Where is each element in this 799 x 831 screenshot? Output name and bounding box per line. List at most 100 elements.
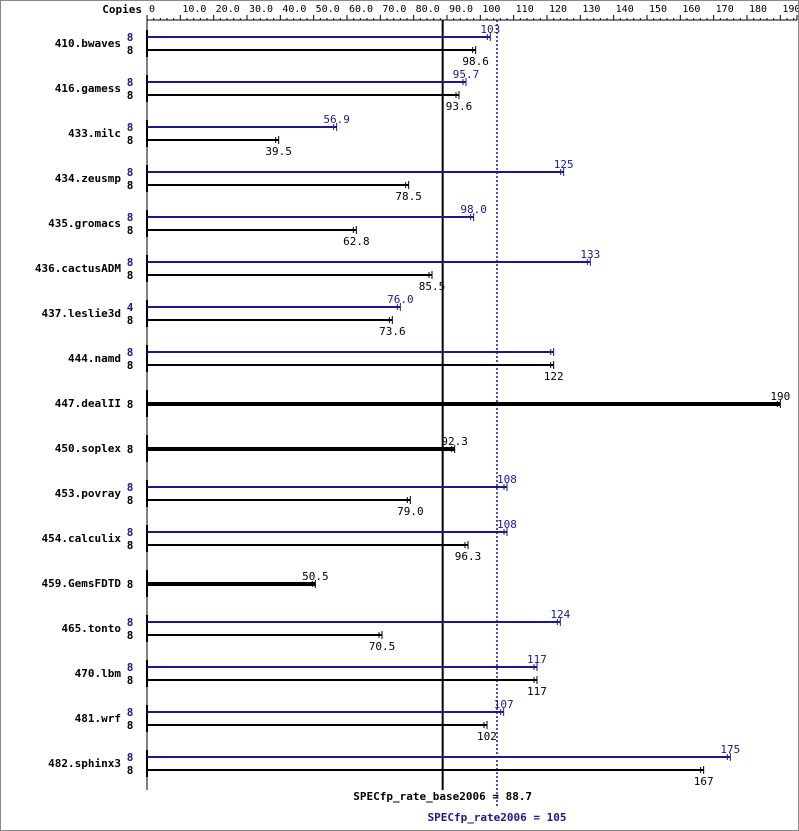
x-tick-label: 180 [749,4,767,15]
base-value-label: 117 [527,685,547,698]
x-tick-label: 80.0 [416,4,440,15]
peak-copies: 8 [127,616,134,629]
peak-copies: 8 [127,31,134,44]
peak-copies: 4 [127,301,134,314]
peak-copies: 8 [127,481,134,494]
x-tick-label: 20.0 [216,4,240,15]
benchmark-name: 453.povray [55,487,122,500]
base-value-label: 98.6 [462,55,489,68]
base-value-label: 62.8 [343,235,370,248]
base-summary-label: SPECfp_rate_base2006 = 88.7 [353,790,532,803]
benchmark-name: 470.lbm [75,667,122,680]
x-tick-label: 170 [716,4,734,15]
base-value-label: 96.3 [455,550,482,563]
benchmark-name: 482.sphinx3 [48,757,121,770]
peak-copies: 8 [127,706,134,719]
copies-header: Copies [102,3,142,16]
base-copies: 8 [127,578,134,591]
x-tick-label: 110 [516,4,534,15]
base-copies: 8 [127,314,134,327]
base-value-label: 85.5 [419,280,446,293]
x-tick-label: 140 [616,4,634,15]
x-tick-label: 10.0 [182,4,206,15]
base-copies: 8 [127,44,134,57]
peak-value-label: 175 [720,743,740,756]
x-tick-label: 40.0 [282,4,306,15]
peak-copies: 8 [127,346,134,359]
base-copies: 8 [127,629,134,642]
peak-copies: 8 [127,121,134,134]
base-copies: 8 [127,494,134,507]
benchmark-name: 444.namd [68,352,121,365]
x-tick-label: 50.0 [316,4,340,15]
base-value-label: 167 [694,775,714,788]
base-copies: 8 [127,269,134,282]
benchmark-name: 410.bwaves [55,37,121,50]
base-value-label: 93.6 [446,100,473,113]
peak-copies: 8 [127,166,134,179]
x-tick-label: 0 [149,4,155,15]
base-copies: 8 [127,719,134,732]
benchmark-name: 433.milc [68,127,121,140]
peak-copies: 8 [127,211,134,224]
x-tick-label: 90.0 [449,4,473,15]
peak-copies: 8 [127,661,134,674]
peak-value-label: 76.0 [387,293,414,306]
base-value-label: 78.5 [395,190,422,203]
peak-value-label: 117 [527,653,547,666]
benchmark-name: 434.zeusmp [55,172,122,185]
benchmark-name: 447.dealII [55,397,121,410]
base-value-label: 79.0 [397,505,424,518]
base-copies: 8 [127,539,134,552]
peak-value-label: 108 [497,518,517,531]
base-copies: 8 [127,224,134,237]
benchmark-name: 465.tonto [61,622,121,635]
peak-value-label: 107 [494,698,514,711]
benchmark-name: 481.wrf [75,712,121,725]
benchmark-name: 436.cactusADM [35,262,121,275]
peak-value-label: 133 [580,248,600,261]
base-copies: 8 [127,179,134,192]
peak-copies: 8 [127,76,134,89]
x-tick-label: 190 [782,4,799,15]
benchmark-name: 459.GemsFDTD [42,577,122,590]
benchmark-name: 454.calculix [42,532,122,545]
benchmark-name: 416.gamess [55,82,121,95]
x-tick-label: 150 [649,4,667,15]
peak-value-label: 108 [497,473,517,486]
base-value-label: 50.5 [302,570,329,583]
base-copies: 8 [127,359,134,372]
base-value-label: 73.6 [379,325,406,338]
x-tick-label: 130 [582,4,600,15]
x-tick-label: 120 [549,4,567,15]
base-copies: 8 [127,398,134,411]
base-copies: 8 [127,764,134,777]
peak-value-label: 95.7 [453,68,480,81]
peak-summary-label: SPECfp_rate2006 = 105 [427,811,566,824]
x-tick-label: 30.0 [249,4,273,15]
benchmark-name: 450.soplex [55,442,122,455]
peak-copies: 8 [127,256,134,269]
peak-value-label: 124 [550,608,570,621]
peak-value-label: 125 [554,158,574,171]
base-value-label: 92.3 [441,435,468,448]
x-tick-label: 60.0 [349,4,373,15]
peak-value-label: 56.9 [323,113,350,126]
base-value-label: 39.5 [265,145,292,158]
base-value-label: 122 [544,370,564,383]
peak-value-label: 98.0 [460,203,487,216]
base-copies: 8 [127,674,134,687]
base-value-label: 70.5 [369,640,396,653]
x-tick-label: 100 [482,4,500,15]
peak-value-label: 103 [480,23,500,36]
base-value-label: 102 [477,730,497,743]
base-value-label: 190 [770,390,790,403]
base-copies: 8 [127,89,134,102]
benchmark-name: 437.leslie3d [42,307,121,320]
peak-copies: 8 [127,751,134,764]
base-copies: 8 [127,134,134,147]
x-tick-label: 160 [682,4,700,15]
x-tick-label: 70.0 [382,4,406,15]
